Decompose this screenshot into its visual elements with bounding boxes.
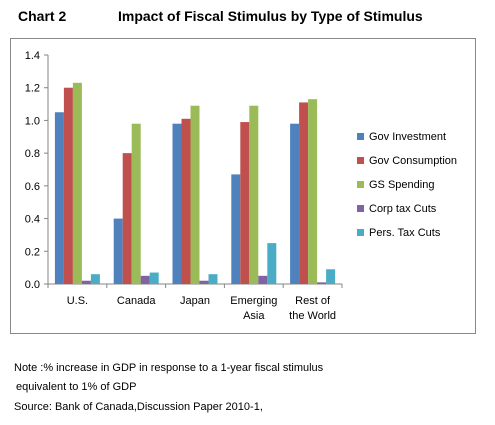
legend-swatch — [357, 157, 364, 164]
bar — [199, 280, 209, 284]
bar — [267, 243, 277, 284]
x-tick-label: Rest of — [295, 295, 331, 307]
y-tick-label: 1.0 — [25, 115, 40, 127]
chart-number-label: Chart 2 — [18, 8, 67, 24]
legend-label: GS Spending — [369, 179, 434, 191]
bar — [172, 123, 182, 284]
bar — [299, 102, 309, 284]
bar — [190, 105, 200, 284]
x-tick-label: Japan — [180, 295, 210, 307]
bar — [122, 153, 132, 284]
source-note: Source: Bank of Canada,Discussion Paper … — [14, 401, 263, 413]
bar — [63, 87, 73, 284]
bar — [181, 118, 191, 285]
bar — [240, 122, 250, 284]
bar — [231, 174, 241, 284]
bar — [317, 282, 327, 284]
y-tick-label: 0.4 — [25, 214, 40, 226]
legend-swatch — [357, 181, 364, 188]
x-tick-label: Asia — [243, 310, 265, 322]
x-tick-label: Canada — [117, 295, 156, 307]
y-tick-label: 0.0 — [25, 279, 40, 291]
y-tick-label: 1.2 — [25, 83, 40, 95]
bar — [308, 99, 318, 285]
bar — [140, 275, 150, 284]
bar — [249, 105, 259, 284]
x-tick-label: U.S. — [67, 295, 88, 307]
bar — [208, 274, 218, 284]
bar — [72, 82, 82, 284]
note-line-1: Note :% increase in GDP in response to a… — [14, 362, 324, 374]
bar — [113, 218, 123, 284]
y-tick-label: 1.4 — [25, 50, 40, 62]
y-tick-label: 0.6 — [25, 181, 40, 193]
legend-swatch — [357, 205, 364, 212]
bar — [90, 274, 100, 284]
legend-label: Corp tax Cuts — [369, 203, 437, 215]
bar — [131, 123, 141, 284]
legend-swatch — [357, 229, 364, 236]
bar — [81, 280, 91, 284]
bar — [258, 275, 268, 284]
bar — [149, 272, 159, 284]
legend-label: Gov Investment — [369, 131, 446, 143]
bar — [290, 123, 300, 284]
bar — [54, 112, 64, 284]
x-tick-label: the World — [289, 310, 336, 322]
legend-label: Pers. Tax Cuts — [369, 227, 441, 239]
x-tick-label: Emerging — [230, 295, 277, 307]
y-tick-label: 0.8 — [25, 148, 40, 160]
y-tick-label: 0.2 — [25, 246, 40, 258]
legend-label: Gov Consumption — [369, 155, 457, 167]
note-line-2: equivalent to 1% of GDP — [16, 381, 137, 393]
legend-swatch — [357, 133, 364, 140]
chart-title: Impact of Fiscal Stimulus by Type of Sti… — [118, 8, 423, 24]
bar — [326, 269, 336, 284]
